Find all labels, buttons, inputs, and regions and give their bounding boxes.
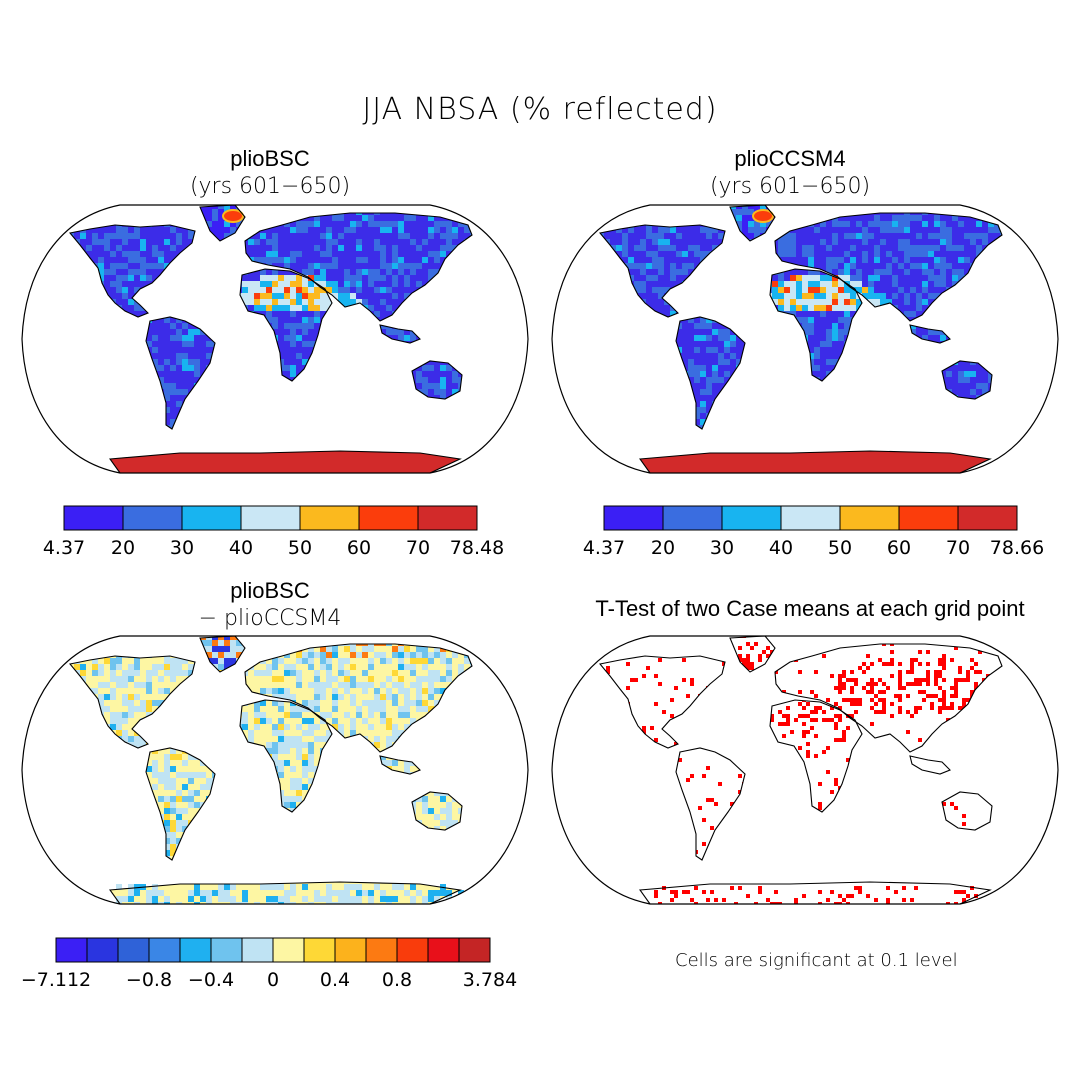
colorbar-box	[179, 937, 212, 963]
coastlines	[68, 636, 473, 904]
colorbar-tick-label: 20	[651, 537, 675, 559]
colorbar-tick-label: 0.8	[382, 969, 412, 991]
map-frame	[21, 635, 529, 905]
colorbar-tick-label: 70	[946, 537, 970, 559]
significance-note: Cells are significant at 0.1 level	[675, 950, 958, 971]
colorbar-box	[55, 937, 88, 963]
colorbar-box	[839, 505, 900, 531]
colorbar-box	[86, 937, 119, 963]
colorbar-box	[122, 505, 183, 531]
colorbar-box	[957, 505, 1018, 531]
colorbar-box	[117, 937, 150, 963]
colorbar-box	[210, 937, 243, 963]
colorbar-box	[181, 505, 242, 531]
map-panel-bottom-right	[551, 635, 1059, 905]
colorbar-tick-label: 3.784	[463, 969, 517, 991]
colorbar-box	[148, 937, 181, 963]
colorbar-box	[458, 937, 491, 963]
coastlines	[598, 636, 1003, 904]
figure-title: JJA NBSA (% reflected)	[362, 92, 718, 127]
continent-antarctica	[640, 451, 990, 473]
colorbar-tick-label: 0	[267, 969, 279, 991]
antarctic-sig-cells	[654, 886, 982, 904]
colorbar-box	[396, 937, 429, 963]
colorbar-tick-label: 60	[887, 537, 911, 559]
panel-tr-title: plioCCSM4	[734, 146, 846, 171]
colorbar-tick-label: 60	[347, 537, 371, 559]
coastlines	[598, 205, 1003, 473]
colorbar-tick-label: 70	[406, 537, 430, 559]
panel-bl-subtitle: − plioCCSM4	[198, 606, 342, 631]
colorbar-tick-label: 20	[111, 537, 135, 559]
colorbar-tick-label: 40	[229, 537, 253, 559]
colorbar-tick-label: 0.4	[320, 969, 350, 991]
greenland-peak	[222, 209, 244, 223]
map-frame	[551, 635, 1059, 905]
colorbar-tick-label: 40	[769, 537, 793, 559]
panel-br-title: T-Test of two Case means at each grid po…	[595, 596, 1025, 621]
colorbar-box	[417, 505, 478, 531]
colorbar-box	[240, 505, 301, 531]
colorbar-tick-label: −7.112	[21, 969, 91, 991]
colorbar-tick-label: 78.48	[450, 537, 504, 559]
panel-tr-subtitle: (yrs 601−650)	[709, 174, 871, 199]
colorbar-box	[721, 505, 782, 531]
colorbar-box	[299, 505, 360, 531]
colorbar-top-right: 4.37 20 30 40 50 60 70 78.66	[583, 505, 1044, 559]
map-panel-top-left	[21, 204, 529, 474]
colorbar-tick-label: 50	[288, 537, 312, 559]
map-panel-bottom-left	[21, 635, 529, 905]
colorbar-box	[63, 505, 124, 531]
colorbar-tick-label: 78.66	[990, 537, 1044, 559]
colorbar-box	[662, 505, 723, 531]
colorbar-box	[272, 937, 305, 963]
colorbar-tick-label: 30	[170, 537, 194, 559]
continent-antarctica	[110, 451, 460, 473]
colorbar-tick-label: 50	[828, 537, 852, 559]
colorbar-box	[365, 937, 398, 963]
colorbar-box	[898, 505, 959, 531]
colorbar-box	[603, 505, 664, 531]
colorbar-box	[334, 937, 367, 963]
panel-bl-title: plioBSC	[230, 578, 310, 603]
coastlines	[68, 205, 473, 473]
colorbar-top-left: 4.37 20 30 40 50 60 70 78.48	[43, 505, 504, 559]
greenland-peak	[752, 209, 774, 223]
panel-tl-title: plioBSC	[230, 146, 310, 171]
panel-tl-subtitle: (yrs 601−650)	[189, 174, 351, 199]
colorbar-tick-label: 30	[710, 537, 734, 559]
colorbar-bottom-left: −7.112 −0.8 −0.4 0 0.4 0.8 3.784	[21, 937, 517, 991]
colorbar-box	[358, 505, 419, 531]
continent-samerica	[146, 317, 215, 429]
colorbar-tick-label: 4.37	[583, 537, 625, 559]
colorbar-box	[303, 937, 336, 963]
colorbar-box	[241, 937, 274, 963]
colorbar-tick-label: −0.4	[188, 969, 234, 991]
colorbar-tick-label: 4.37	[43, 537, 85, 559]
colorbar-tick-label: −0.8	[126, 969, 172, 991]
map-panel-top-right	[551, 204, 1059, 474]
map-frame	[551, 204, 1059, 474]
colorbar-box	[780, 505, 841, 531]
map-frame	[21, 204, 529, 474]
colorbar-box	[427, 937, 460, 963]
